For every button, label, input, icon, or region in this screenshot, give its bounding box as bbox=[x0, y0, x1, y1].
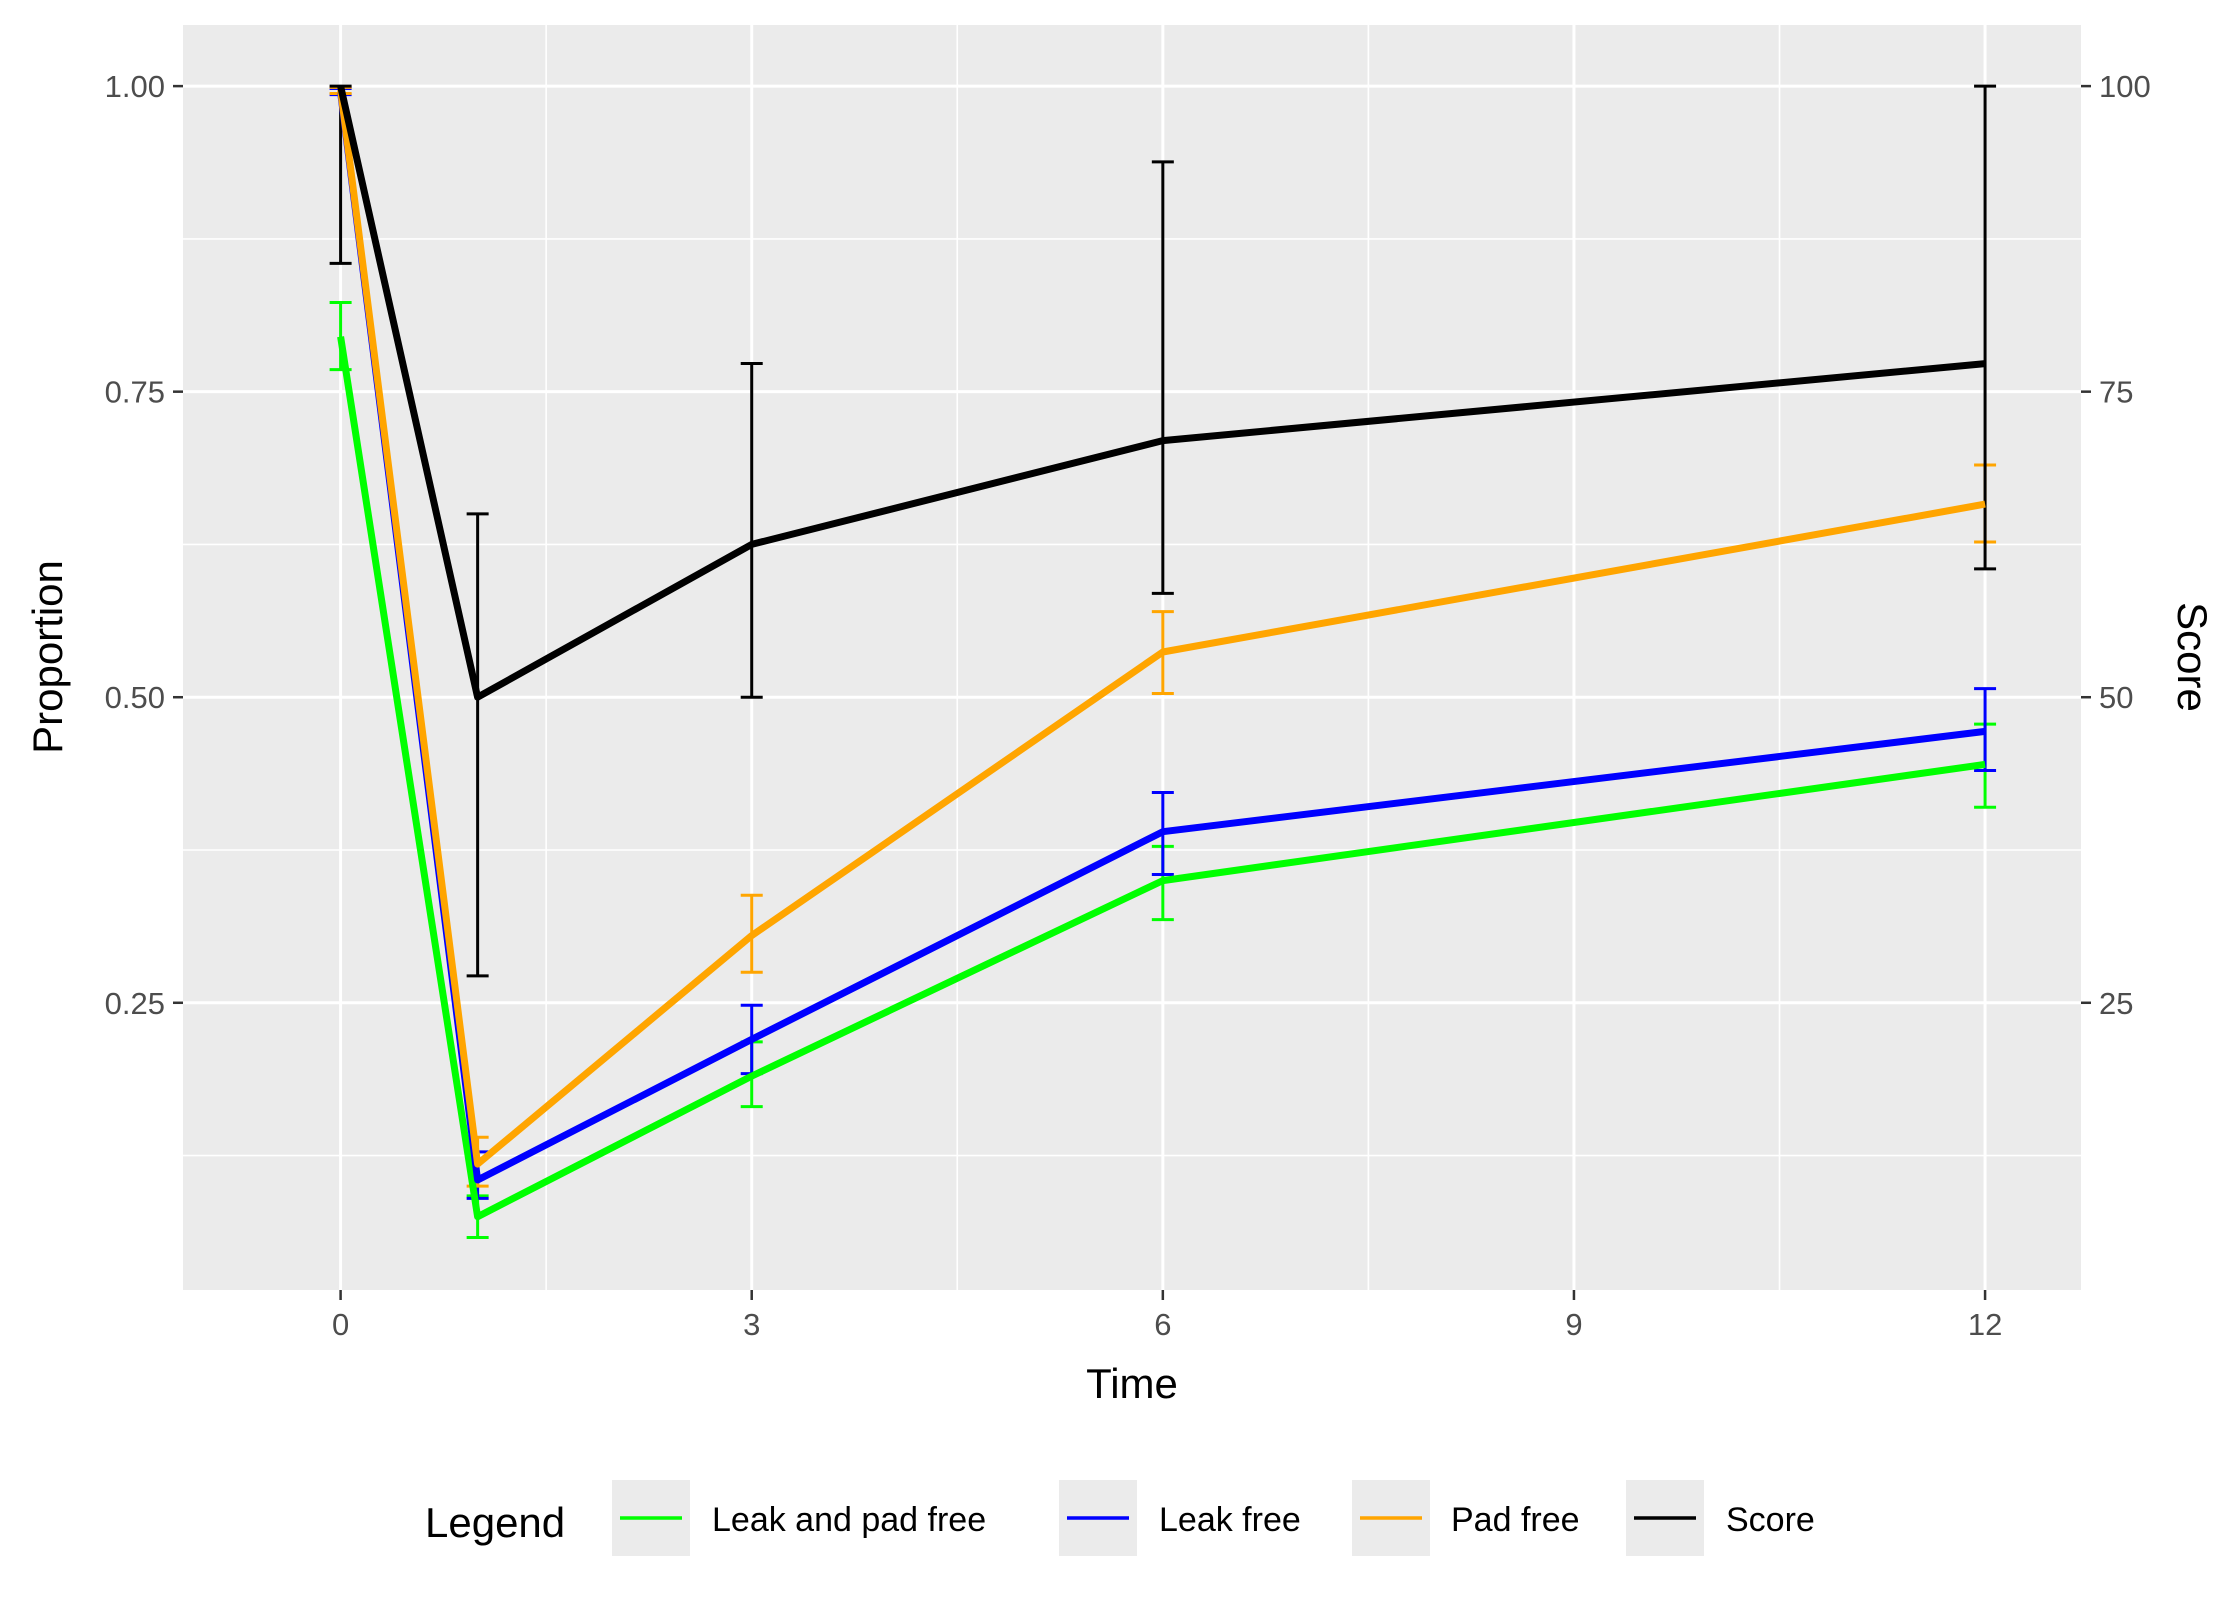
series-line-pad-free bbox=[337, 89, 1986, 1168]
legend-label: Leak and pad free bbox=[712, 1501, 986, 1539]
x-axis-title: Time bbox=[1086, 1360, 1178, 1407]
legend: Legend Leak and pad free Leak free Pad fre… bbox=[425, 1480, 1815, 1556]
y2-tick-label: 100 bbox=[2099, 69, 2151, 104]
legend-label: Pad free bbox=[1451, 1501, 1580, 1539]
plot-panel bbox=[183, 25, 2081, 1290]
y2-tick-label: 75 bbox=[2099, 375, 2133, 410]
y-tick-label: 0.50 bbox=[105, 680, 165, 715]
y-tick-label: 0.25 bbox=[105, 986, 165, 1021]
y-tick-label: 0.75 bbox=[105, 375, 165, 410]
legend-items: Leak and pad free Leak free Pad free Score bbox=[612, 1480, 1815, 1556]
x-tick-label: 6 bbox=[1154, 1307, 1171, 1342]
y-axis-title: Proportion bbox=[24, 560, 71, 754]
legend-label: Leak free bbox=[1159, 1501, 1301, 1539]
left-axis: 0.25 0.50 0.75 1.00 bbox=[105, 69, 183, 1021]
series-line-leak-and-pad-free bbox=[337, 336, 1986, 1221]
series-lines bbox=[337, 85, 1986, 1221]
bottom-axis: 0 3 6 9 12 bbox=[332, 1290, 2002, 1342]
x-tick-label: 0 bbox=[332, 1307, 349, 1342]
x-tick-label: 9 bbox=[1565, 1307, 1582, 1342]
legend-label: Score bbox=[1726, 1501, 1815, 1539]
series-line-score bbox=[337, 85, 1986, 701]
right-axis: 25 50 75 100 bbox=[2081, 69, 2151, 1021]
y2-tick-label: 25 bbox=[2099, 986, 2133, 1021]
legend-title: Legend bbox=[425, 1499, 565, 1546]
y2-tick-label: 50 bbox=[2099, 680, 2133, 715]
x-tick-label: 12 bbox=[1968, 1307, 2002, 1342]
x-tick-label: 3 bbox=[743, 1307, 760, 1342]
y2-axis-title: Score bbox=[2169, 602, 2216, 712]
y-tick-label: 1.00 bbox=[105, 69, 165, 104]
